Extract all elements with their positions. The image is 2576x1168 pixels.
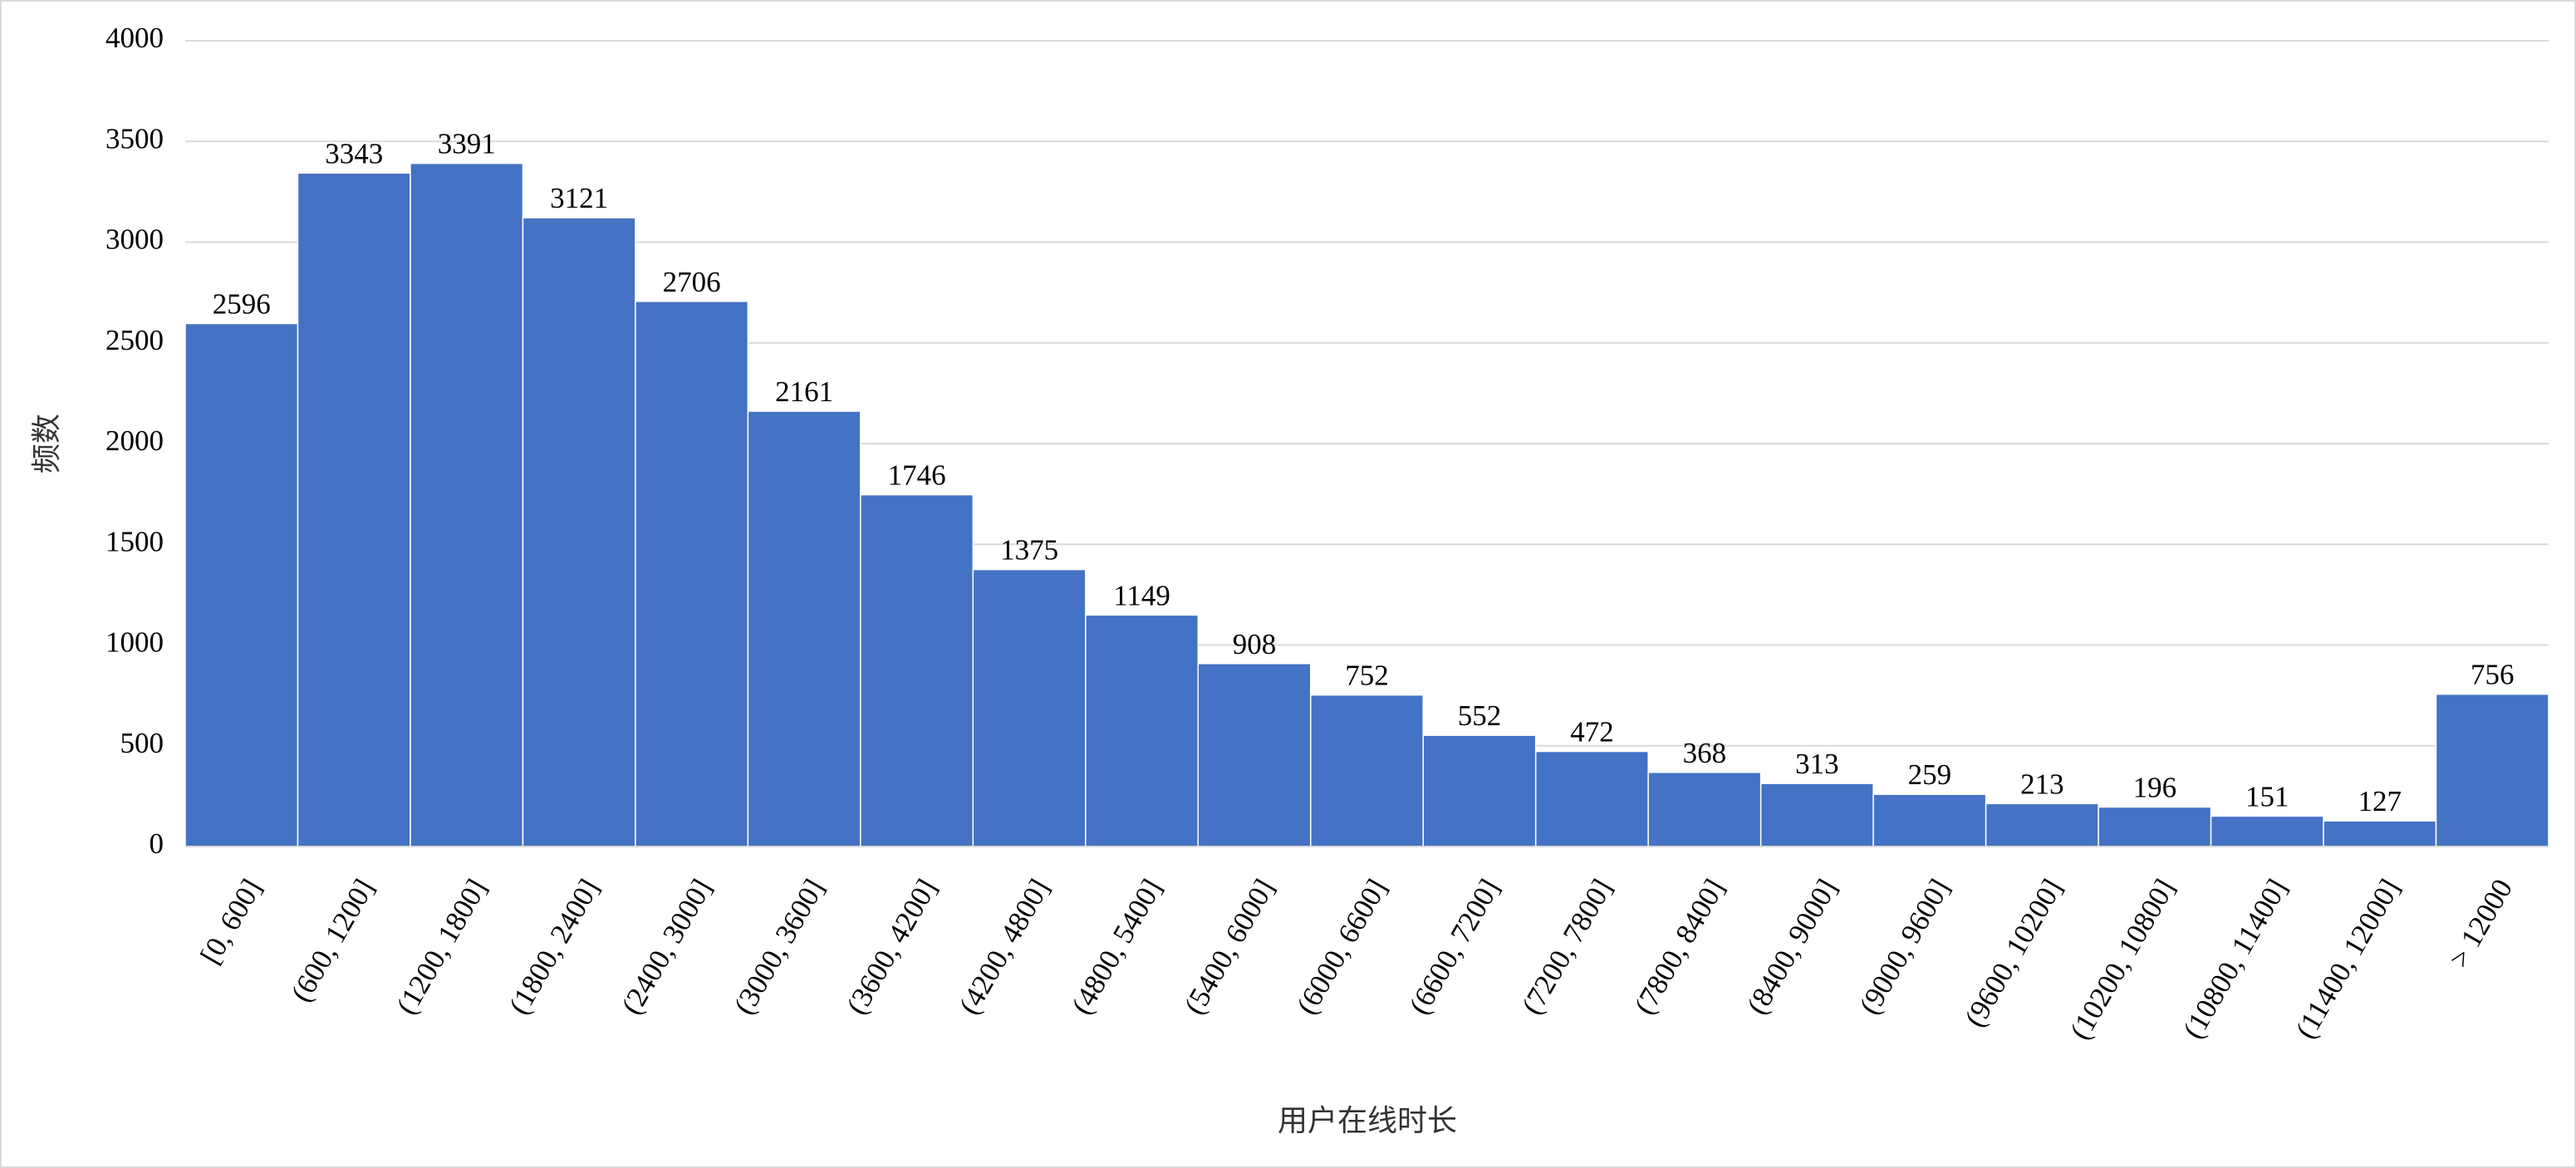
data-label: 752 — [1345, 660, 1389, 692]
data-label: 2161 — [775, 375, 833, 408]
y-tick-label: 2500 — [105, 324, 164, 356]
data-label: 472 — [1570, 716, 1614, 748]
data-label: 1375 — [1000, 534, 1058, 567]
data-label: 2706 — [663, 266, 721, 298]
y-tick-label: 2000 — [105, 425, 164, 457]
data-label: 2596 — [213, 288, 271, 321]
bar — [2210, 815, 2324, 847]
bar — [2435, 693, 2549, 847]
bar — [1085, 614, 1200, 847]
bar — [297, 172, 411, 847]
data-label: 3343 — [325, 137, 383, 169]
data-label: 196 — [2133, 772, 2177, 804]
bar — [1534, 750, 1649, 847]
data-label: 552 — [1458, 699, 1502, 732]
bar — [1422, 734, 1537, 847]
data-label: 259 — [1908, 758, 1952, 791]
data-label: 1746 — [888, 459, 946, 492]
data-label: 756 — [2471, 659, 2515, 691]
y-axis-label: 频数 — [30, 414, 64, 474]
data-label: 213 — [2020, 768, 2064, 800]
y-tick-label: 4000 — [105, 22, 164, 54]
data-label: 368 — [1683, 737, 1727, 769]
bar — [1197, 663, 1312, 847]
y-tick-label: 3000 — [105, 223, 164, 256]
data-label: 1149 — [1113, 579, 1170, 611]
y-tick-label: 500 — [120, 727, 164, 759]
bar — [972, 568, 1087, 847]
bar — [2323, 820, 2437, 847]
bar — [1647, 772, 1762, 847]
bar — [1872, 793, 1987, 847]
bar — [1310, 694, 1424, 847]
bar — [522, 217, 636, 847]
y-tick-label: 1000 — [105, 626, 164, 659]
bar — [184, 322, 299, 847]
data-label: 908 — [1233, 628, 1277, 660]
data-label: 3121 — [550, 182, 608, 214]
bar — [1985, 802, 2099, 847]
data-label: 3391 — [438, 128, 496, 160]
bar — [860, 493, 974, 847]
bar — [2098, 806, 2212, 847]
y-tick-label: 3500 — [105, 122, 164, 155]
data-label: 127 — [2358, 785, 2402, 817]
bar — [747, 410, 861, 847]
y-tick-label: 1500 — [105, 525, 164, 557]
bar — [410, 162, 524, 847]
bar — [635, 301, 749, 847]
x-axis-label: 用户在线时长 — [1278, 1104, 1457, 1138]
data-label: 151 — [2245, 780, 2289, 812]
bar — [1759, 783, 1874, 847]
y-tick-label: 0 — [150, 827, 164, 860]
data-label: 313 — [1795, 748, 1839, 780]
